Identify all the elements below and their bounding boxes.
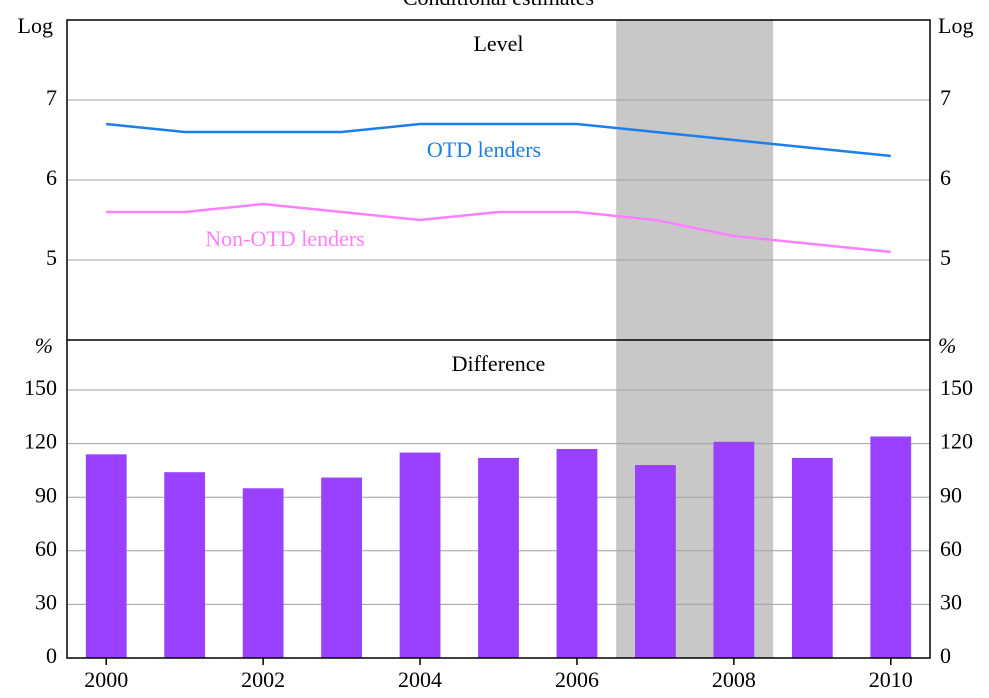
x-tick-label: 2004 bbox=[398, 667, 442, 692]
plot-frame bbox=[66, 19, 931, 659]
bar bbox=[164, 472, 206, 658]
y-tick-label: 6 bbox=[46, 165, 57, 190]
y-tick-label: 7 bbox=[46, 85, 57, 110]
y-unit-label: % bbox=[35, 333, 53, 358]
y2-unit-label: % bbox=[938, 333, 956, 358]
y2-tick-label: 6 bbox=[940, 165, 951, 190]
y2-tick-label: 120 bbox=[940, 429, 973, 454]
bar bbox=[85, 454, 127, 658]
y-unit-label: Log bbox=[18, 13, 53, 38]
y-tick-label: 120 bbox=[24, 429, 57, 454]
bar bbox=[321, 477, 362, 658]
y-tick-label: 90 bbox=[35, 482, 57, 507]
y-tick-label: 5 bbox=[46, 245, 57, 270]
bar bbox=[870, 436, 912, 658]
line bbox=[106, 202, 891, 254]
y-tick-label: 0 bbox=[46, 643, 57, 668]
panel-title: Difference bbox=[452, 351, 546, 376]
bar bbox=[478, 457, 519, 658]
x-tick-label: 2002 bbox=[241, 667, 285, 692]
series-label: Non-OTD lenders bbox=[205, 226, 364, 251]
y-tick-label: 30 bbox=[35, 589, 57, 614]
y-tick-label: 150 bbox=[24, 375, 57, 400]
bar bbox=[635, 465, 676, 658]
line bbox=[106, 122, 891, 158]
panel-title: Level bbox=[473, 31, 523, 56]
y2-tick-label: 0 bbox=[940, 643, 951, 668]
y2-tick-label: 30 bbox=[940, 589, 962, 614]
y2-tick-label: 5 bbox=[940, 245, 951, 270]
chart-title: Conditional estimates bbox=[403, 0, 594, 10]
x-tick-label: 2010 bbox=[869, 667, 913, 692]
bar bbox=[713, 441, 755, 658]
y2-tick-label: 7 bbox=[940, 85, 951, 110]
bar bbox=[791, 457, 833, 658]
y2-tick-label: 150 bbox=[940, 375, 973, 400]
x-tick-label: 2000 bbox=[84, 667, 128, 692]
bar bbox=[556, 448, 598, 658]
bar bbox=[242, 488, 284, 658]
x-tick-label: 2008 bbox=[712, 667, 756, 692]
y2-unit-label: Log bbox=[938, 13, 973, 38]
y2-tick-label: 90 bbox=[940, 482, 962, 507]
bar bbox=[399, 452, 441, 658]
y2-tick-label: 60 bbox=[940, 536, 962, 561]
x-tick-label: 2006 bbox=[555, 667, 599, 692]
y-tick-label: 60 bbox=[35, 536, 57, 561]
series-label: OTD lenders bbox=[427, 137, 541, 162]
